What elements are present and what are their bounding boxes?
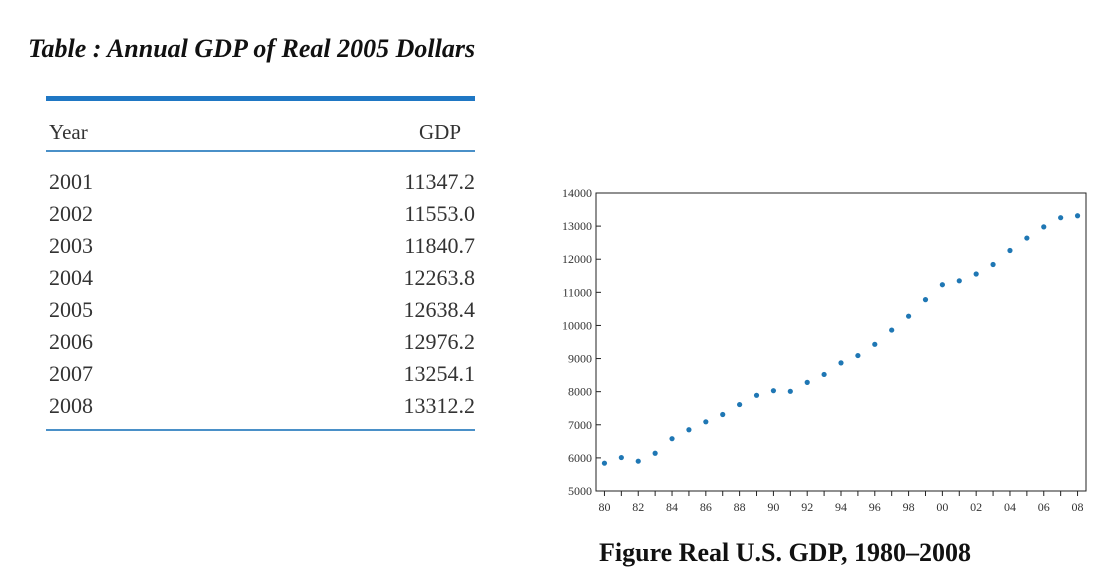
x-tick-label: 94 [835, 500, 847, 514]
y-tick-label: 11000 [562, 285, 592, 299]
y-tick-label: 7000 [568, 418, 592, 432]
table-row: 2008 13312.2 [46, 391, 475, 423]
table-row: 2004 12263.8 [46, 263, 475, 295]
data-point [821, 371, 827, 378]
table-title: Table : Annual GDP of Real 2005 Dollars [28, 34, 476, 63]
plot-frame [595, 192, 1087, 492]
y-tick-label: 6000 [568, 451, 592, 465]
x-tick-label: 96 [869, 500, 881, 514]
data-point [922, 297, 929, 303]
x-tick-label: 02 [970, 500, 982, 514]
x-tick-label: 08 [1072, 500, 1084, 514]
x-tick-label: 98 [903, 500, 915, 514]
x-tick-label: 04 [1004, 500, 1016, 514]
data-point [703, 419, 709, 425]
table-row: 2005 12638.4 [46, 295, 475, 327]
data-point [1007, 247, 1013, 254]
plot-border [595, 192, 1087, 492]
data-point [618, 454, 624, 461]
figure-caption: Figure Real U.S. GDP, 1980–2008 [599, 538, 971, 567]
table-row: 2006 12976.2 [46, 327, 475, 359]
data-point [635, 458, 641, 464]
cell-gdp: 12638.4 [403, 297, 476, 322]
data-point [601, 460, 608, 466]
table-row: 2002 11553.0 [46, 199, 475, 231]
cell-year: 2005 [49, 297, 93, 322]
x-tick-label: 90 [767, 500, 779, 514]
cell-gdp: 11347.2 [404, 169, 475, 194]
cell-gdp: 11553.0 [404, 201, 475, 226]
cell-year: 2001 [49, 169, 93, 194]
data-point [652, 450, 658, 456]
data-point [804, 379, 810, 385]
x-tick-label: 82 [632, 500, 644, 514]
table-row: 2003 11840.7 [46, 231, 475, 263]
cell-year: 2008 [49, 393, 93, 418]
cell-year: 2002 [49, 201, 93, 226]
data-points [601, 213, 1081, 466]
y-tick-label: 5000 [568, 484, 592, 498]
gdp-scatter-chart: 5000600070008000900010000110001200013000… [562, 186, 1087, 514]
y-tick-label: 9000 [568, 352, 592, 366]
data-point [1058, 215, 1064, 221]
data-point [770, 388, 777, 394]
data-point [956, 278, 962, 284]
x-tick-label: 86 [700, 500, 712, 514]
cell-gdp: 12263.8 [403, 265, 476, 290]
x-tick-label: 80 [598, 500, 610, 514]
gdp-table: Year GDP 2001 11347.2 2002 11553.0 2003 118… [46, 96, 475, 431]
cell-gdp: 13254.1 [403, 361, 476, 386]
data-point [669, 436, 675, 442]
data-point [1024, 235, 1030, 241]
header-year: Year [49, 120, 88, 144]
table-row: 2007 13254.1 [46, 359, 475, 391]
table-header-row: Year GDP [46, 101, 475, 152]
header-gdp: GDP [418, 120, 461, 144]
cell-gdp: 11840.7 [404, 233, 475, 258]
x-tick-label: 88 [734, 500, 746, 514]
data-point [973, 271, 979, 277]
table-body: 2001 11347.2 2002 11553.0 2003 11840.7 2004… [46, 152, 475, 431]
x-axis: 80 82 84 86 88 90 92 94 96 98 00 02 04 06 08 [598, 491, 1084, 514]
data-point [855, 352, 861, 359]
table-top-rule [46, 96, 475, 101]
x-tick-label: 92 [801, 500, 813, 514]
y-tick-label: 10000 [562, 318, 592, 332]
cell-gdp: 12976.2 [403, 329, 476, 354]
data-point [990, 261, 996, 268]
cell-year: 2004 [49, 265, 93, 290]
data-point [737, 401, 743, 408]
y-tick-label: 8000 [568, 385, 592, 399]
x-tick-label: 84 [666, 500, 678, 514]
table-row: 2001 11347.2 [46, 167, 475, 199]
data-point [889, 327, 895, 333]
x-tick-label: 06 [1038, 500, 1050, 514]
data-point [787, 388, 793, 394]
data-point [939, 282, 945, 288]
data-point [872, 341, 878, 347]
data-point [838, 360, 844, 366]
y-tick-label: 14000 [562, 186, 592, 200]
x-tick-label: 00 [936, 500, 948, 514]
y-tick-label: 12000 [562, 252, 592, 266]
data-point [1041, 224, 1047, 230]
data-point [720, 411, 726, 418]
data-point [753, 392, 760, 398]
y-tick-label: 13000 [562, 219, 592, 233]
data-point [686, 427, 692, 433]
cell-year: 2007 [49, 361, 93, 386]
cell-year: 2003 [49, 233, 93, 258]
data-point [1074, 213, 1081, 219]
cell-year: 2006 [49, 329, 93, 354]
cell-gdp: 13312.2 [403, 393, 476, 418]
data-point [905, 313, 912, 319]
y-axis: 5000 6000 7000 8000 9000 10000 11000 12000 13000… [562, 186, 601, 498]
